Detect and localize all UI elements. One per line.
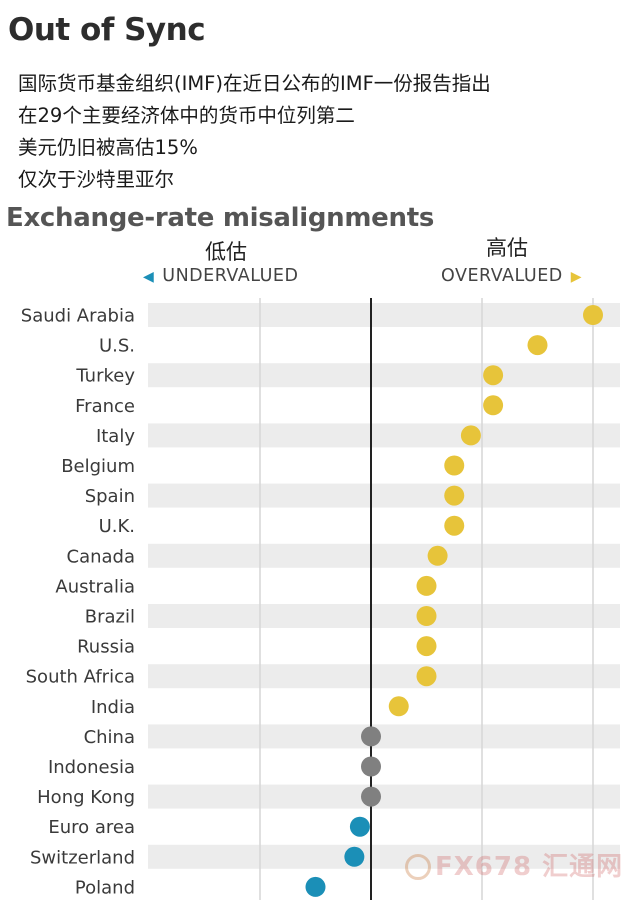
category-label: Italy [96,426,135,447]
row-band [148,784,620,809]
data-point [344,846,365,867]
row-band [148,303,620,327]
undervalued-direction: ◀ UNDERVALUED [143,266,298,286]
data-point [361,726,381,747]
row-band [148,664,620,689]
overvalued-label: OVERVALUED [441,266,563,286]
data-point [361,786,381,807]
category-label: France [75,396,135,417]
category-label: Australia [55,576,135,597]
note-text: 国际货币基金组织(IMF)在近日公布的IMF一份报告指出 在29个主要经济体中的… [18,68,491,196]
category-label: Poland [75,877,135,898]
row-band [148,543,620,568]
category-label: Russia [77,637,135,658]
note-line-4: 仅次于沙特里亚尔 [18,168,175,191]
category-label: Brazil [85,607,135,628]
note-line-1: 国际货币基金组织(IMF)在近日公布的IMF一份报告指出 [18,72,491,95]
data-point [416,666,437,687]
undervalued-label: UNDERVALUED [162,266,299,286]
row-band [148,844,620,869]
row-band [148,363,620,388]
data-point [583,305,603,325]
watermark: FX678 汇通网 [405,846,623,883]
category-label: Hong Kong [37,787,135,808]
category-label: Spain [85,486,135,507]
data-point [444,455,465,476]
chart-title: Exchange-rate misalignments [6,203,435,233]
category-label: Euro area [48,817,135,838]
row-band [148,724,620,749]
note-line-3: 美元仍旧被高估15% [18,136,198,159]
data-point [483,365,504,386]
row-band [148,604,620,628]
row-band [148,483,620,508]
category-label: U.S. [99,336,135,357]
overvalued-direction: OVERVALUED ▶ [441,266,582,286]
note-line-2: 在29个主要经济体中的货币中位列第二 [18,104,355,127]
category-label: U.K. [99,516,135,537]
data-point [388,696,409,717]
overvalued-cn-label: 高估 [486,236,528,260]
row-band [148,423,620,448]
data-point [416,606,437,626]
data-point [305,876,326,897]
right-triangle-icon: ▶ [570,269,583,285]
category-label: South Africa [26,667,135,688]
category-label: Canada [67,546,136,567]
category-label: China [84,727,135,748]
data-point [444,485,465,506]
category-label: Belgium [61,456,135,477]
data-point [361,756,381,777]
left-triangle-icon: ◀ [143,269,155,285]
data-point [483,395,504,416]
category-label: India [91,697,135,718]
undervalued-cn-label: 低估 [205,240,247,264]
data-point [416,575,437,596]
data-point [349,816,370,837]
data-point [416,636,437,657]
category-label: Turkey [75,366,135,387]
category-label: Switzerland [30,847,135,868]
data-point [427,545,448,566]
category-label: Indonesia [48,757,135,778]
watermark-text: FX678 汇通网 [435,852,624,882]
category-label: Saudi Arabia [21,306,135,327]
watermark-logo-icon [405,854,431,880]
data-point [527,335,548,356]
page-title: Out of Sync [8,12,206,48]
data-point [460,425,481,446]
data-point [444,515,465,536]
